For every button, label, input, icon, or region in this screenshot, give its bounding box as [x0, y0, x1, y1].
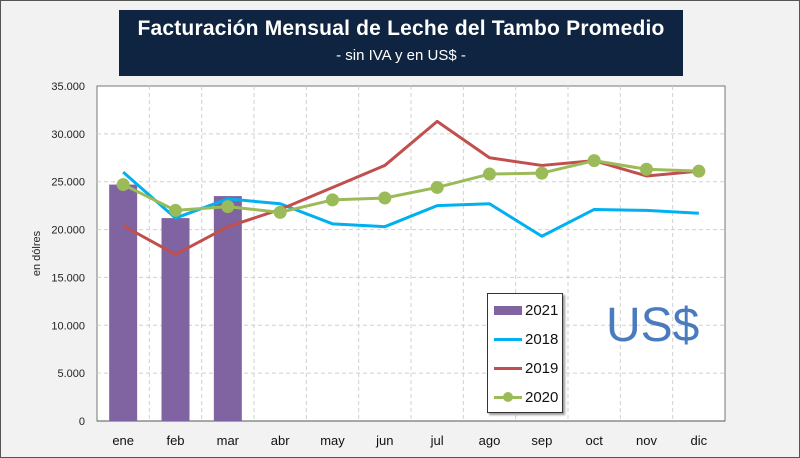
marker-2020	[378, 191, 392, 205]
x-tick-label: jun	[375, 433, 393, 448]
x-tick-label: abr	[271, 433, 290, 448]
x-tick-label: dic	[691, 433, 708, 448]
bar-2021	[109, 184, 138, 421]
legend-item-2021: 2021	[494, 300, 558, 320]
y-tick-label: 10.000	[51, 320, 85, 332]
x-tick-label: ene	[112, 433, 134, 448]
chart-title: Facturación Mensual de Leche del Tambo P…	[137, 17, 665, 40]
marker-2020	[483, 167, 496, 181]
marker-2020	[430, 180, 444, 194]
x-tick-label: ago	[479, 433, 501, 448]
marker-2020	[273, 205, 287, 219]
x-tick-label: feb	[166, 433, 184, 448]
chart-subtitle: - sin IVA y en US$ -	[336, 47, 466, 64]
legend-swatch-marker-line	[494, 391, 522, 402]
legend-item-2020: 2020	[494, 387, 558, 407]
y-tick-label: 30.000	[51, 129, 85, 141]
bar-2021	[161, 218, 190, 421]
marker-2020	[692, 164, 706, 178]
legend-swatch-line	[494, 366, 522, 370]
y-tick-label: 20.000	[51, 225, 85, 237]
y-tick-label: 5.000	[57, 368, 85, 380]
x-tick-label: jul	[430, 433, 444, 448]
marker-2020	[640, 162, 653, 176]
legend-item-2019: 2019	[494, 358, 558, 378]
legend-label: 2021	[525, 301, 559, 319]
x-tick-label: nov	[636, 433, 657, 448]
bar-2021	[213, 196, 242, 421]
legend-label: 2018	[525, 330, 559, 348]
line-2020	[122, 159, 699, 214]
line-2018	[122, 171, 699, 238]
marker-2020	[221, 200, 235, 214]
marker-2020	[326, 193, 339, 207]
marker-2020	[169, 203, 182, 217]
marker-2020	[116, 178, 130, 192]
legend-label: 2019	[525, 359, 559, 377]
x-tick-label: sep	[531, 433, 552, 448]
marker-2020	[535, 166, 549, 180]
currency-watermark: US$	[606, 299, 700, 352]
title-box: Facturación Mensual de Leche del Tambo P…	[119, 10, 683, 76]
x-tick-label: mar	[217, 433, 240, 448]
marker-2020	[587, 154, 601, 168]
y-tick-label: 35.000	[51, 81, 85, 93]
legend-label: 2020	[525, 388, 559, 406]
y-tick-label: 15.000	[51, 272, 85, 284]
legend-item-2018: 2018	[494, 329, 558, 349]
x-tick-label: oct	[585, 433, 603, 448]
y-tick-label: 0	[79, 416, 85, 428]
y-axis-label: en dólres	[31, 230, 43, 276]
legend: 2021 2018 2019 2020	[487, 293, 563, 413]
legend-swatch-bar	[494, 305, 522, 315]
legend-swatch-line	[494, 337, 522, 341]
x-tick-label: may	[320, 433, 345, 448]
y-tick-label: 25.000	[51, 177, 85, 189]
